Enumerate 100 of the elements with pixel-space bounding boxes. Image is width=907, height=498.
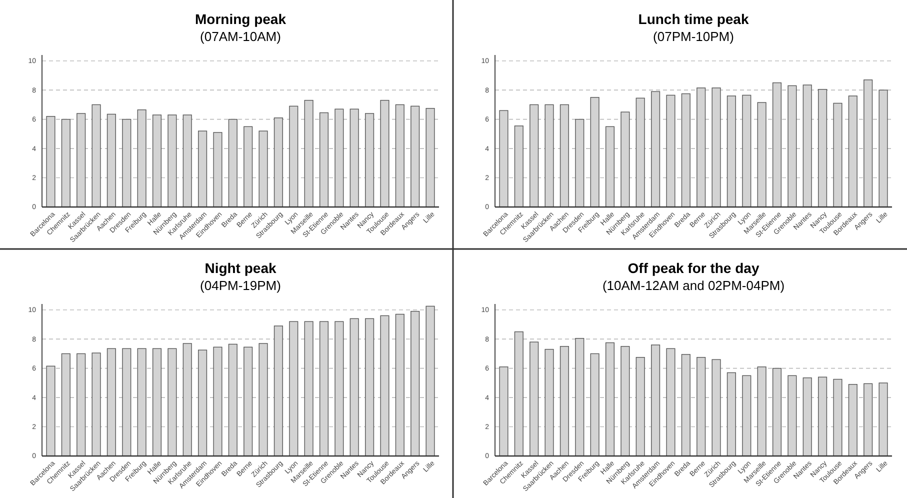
bar [334,321,344,456]
bar [395,314,404,456]
bar [651,344,660,456]
bar [530,104,539,208]
bar [848,384,858,456]
bar [92,352,101,456]
bar [395,104,404,208]
chart-subtitle: (04PM-19PM) [200,278,281,293]
bar [426,108,435,208]
bar [365,318,374,456]
bar [350,108,359,208]
chart-title: Morning peak [194,11,286,27]
bar [864,79,873,208]
bar [76,353,86,456]
bar [696,88,706,208]
bar [274,117,283,208]
bar [152,114,162,208]
bar [788,375,797,456]
bar [666,94,676,208]
bar [182,343,192,456]
bar [818,88,828,208]
bar [620,346,630,456]
bar [289,321,298,456]
bar [605,126,615,208]
chart-subtitle: (07PM-10PM) [653,29,734,44]
bar [620,112,630,208]
bar [544,348,554,456]
bar [590,353,600,456]
bar [681,354,690,456]
bar [289,106,298,208]
bar [304,321,314,456]
bar [304,100,314,208]
chart-subtitle: (10AM-12AM and 02PM-04PM) [602,278,785,293]
bar [274,326,283,456]
bar [864,383,873,456]
bar [514,331,524,456]
bar [848,96,858,208]
bar [772,368,782,456]
chart-title: Night peak [204,260,276,276]
bar [380,100,390,208]
bar [213,346,222,456]
bar [833,102,842,208]
bar [319,321,329,456]
bar [544,104,554,208]
bar [696,356,706,456]
bar [878,382,888,456]
bar [61,353,70,456]
bar [802,84,812,208]
bar [122,348,132,456]
bar [198,350,208,456]
bar [319,112,329,208]
bar [365,113,374,208]
bar [168,114,177,208]
bar [651,91,660,208]
bar [213,132,222,208]
bar [636,356,645,456]
bar [92,104,101,208]
bar [258,343,268,456]
bar [833,378,842,456]
bar [742,375,752,456]
chart-title: Lunch time peak [638,11,749,27]
bar [244,126,253,208]
bar [380,315,390,456]
bar [410,310,420,456]
bar [818,376,828,456]
bar [182,114,192,208]
bar [530,342,539,456]
bar [605,342,615,456]
bar [426,306,435,456]
bar [575,338,584,456]
bar [788,85,797,208]
bar [228,118,238,208]
bar [334,108,344,208]
bar [514,126,524,208]
chart-subtitle: (07AM-10AM) [200,29,281,44]
bar [575,118,584,208]
bar [681,93,690,208]
bar [742,94,752,208]
bar [46,116,56,208]
bar [122,118,132,208]
bar [46,366,56,456]
bar [76,113,86,208]
bar [499,366,508,456]
bar [757,102,766,208]
bar [560,346,569,456]
bar [802,377,812,456]
bar [636,98,645,208]
bar [666,348,676,456]
bar [712,359,721,456]
bar [198,130,208,208]
bar [772,82,782,208]
bar [244,346,253,456]
bar [106,114,116,208]
bar [757,366,766,456]
bar [61,118,70,208]
bar [499,110,508,208]
bar [726,96,736,208]
bar [712,88,721,208]
bar [726,372,736,456]
bar [350,318,359,456]
